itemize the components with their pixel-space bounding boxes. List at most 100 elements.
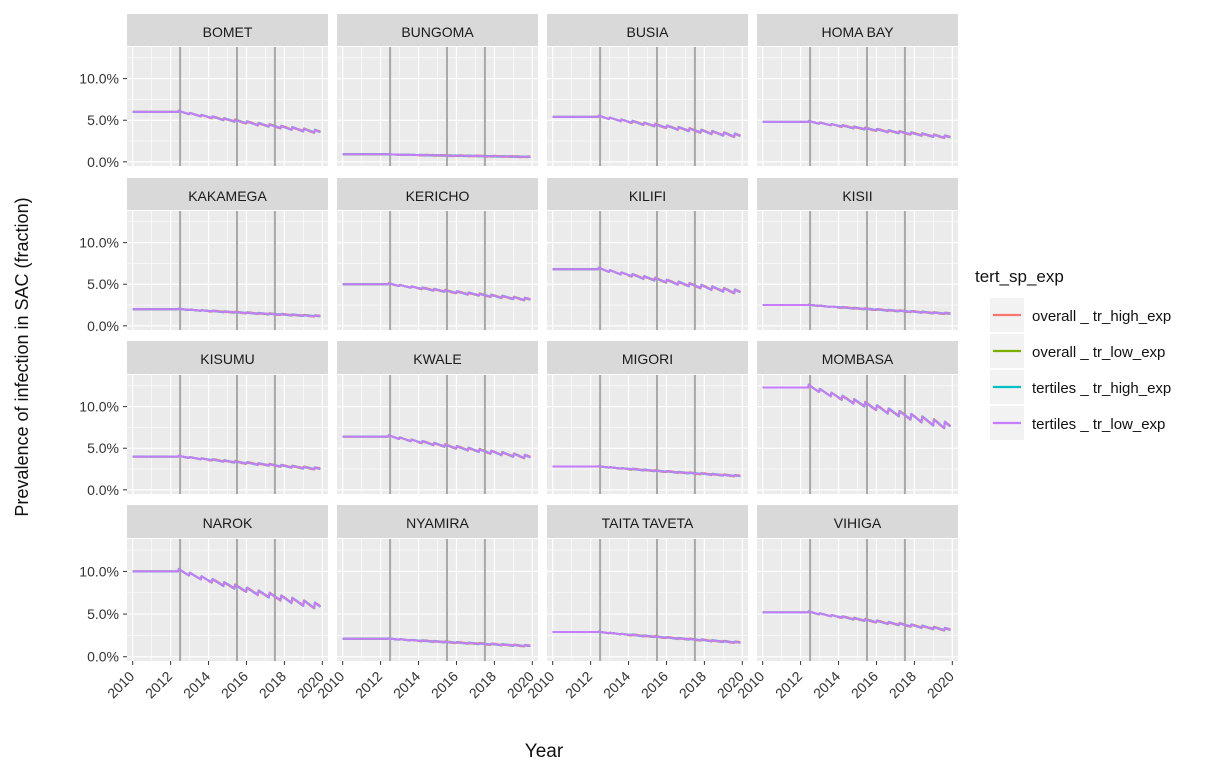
x-tick-label: 2012: [772, 668, 805, 701]
series-line-tertiles-tr-low-exp: [552, 114, 741, 138]
panel-busia: BUSIA: [547, 14, 748, 166]
x-tick-label: 2016: [428, 668, 461, 701]
x-tick-label: 2020: [924, 668, 957, 701]
y-tick-label: 0.0%: [87, 482, 119, 498]
panels: BOMET 0.0% 5.0% 10.0% BUNGOMA BUSIA HOMA BAY KA…: [79, 14, 958, 701]
legend-title: tert_sp_exp: [975, 267, 1064, 286]
legend-label: tertiles _ tr_low_exp: [1032, 416, 1165, 433]
series-line-tertiles-tr-low-exp: [762, 303, 951, 315]
panel-bomet: BOMET 0.0% 5.0% 10.0%: [79, 14, 328, 170]
series-line-tertiles-tr-low-exp: [342, 637, 531, 648]
panel-title: KAKAMEGA: [188, 188, 267, 204]
x-tick-label: 2010: [104, 668, 137, 701]
x-tick-label: 2018: [676, 668, 709, 701]
y-tick-label: 0.0%: [87, 154, 119, 170]
series-line-tertiles-tr-low-exp: [342, 282, 531, 302]
panel-kilifi: KILIFI: [547, 178, 748, 330]
y-tick-label: 0.0%: [87, 318, 119, 334]
y-tick-label: 5.0%: [87, 276, 119, 292]
panel-strip: [337, 341, 538, 374]
series-line-tertiles-tr-low-exp: [762, 610, 951, 632]
y-tick-label: 10.0%: [79, 563, 119, 579]
legend-label: overall _ tr_high_exp: [1032, 308, 1171, 325]
panel-title: MIGORI: [622, 351, 673, 367]
panel-strip: [547, 341, 748, 374]
panel-title: KISUMU: [200, 351, 254, 367]
series-line-tertiles-tr-low-exp: [762, 119, 951, 139]
panel-strip: [757, 505, 958, 538]
panel-title: MOMBASA: [822, 351, 894, 367]
series-line-tertiles-tr-low-exp: [552, 266, 741, 295]
panel-strip: [757, 14, 958, 46]
y-tick-label: 10.0%: [79, 235, 119, 251]
panel-strip: [127, 505, 328, 538]
panel-strip: [547, 505, 748, 538]
y-tick-label: 10.0%: [79, 399, 119, 415]
legend-item: overall _ tr_low_exp: [990, 334, 1165, 368]
panel-strip: [547, 178, 748, 210]
x-tick-label: 2018: [256, 668, 289, 701]
panel-title: TAITA TAVETA: [602, 515, 694, 531]
series-line-tertiles-tr-low-exp: [552, 630, 741, 644]
panel-strip: [547, 14, 748, 46]
series-line-tertiles-tr-low-exp: [132, 454, 321, 471]
x-tick-label: 2012: [352, 668, 385, 701]
x-tick-label: 2016: [848, 668, 881, 701]
panel-title: NAROK: [203, 515, 253, 531]
series-line-tertiles-tr-low-exp: [342, 434, 531, 459]
panel-strip: [127, 341, 328, 374]
y-tick-label: 5.0%: [87, 112, 119, 128]
panel-strip: [757, 178, 958, 210]
panel-kericho: KERICHO: [337, 178, 538, 330]
legend-item: overall _ tr_high_exp: [990, 298, 1171, 332]
panel-strip: [757, 341, 958, 374]
series-line-tertiles-tr-low-exp: [132, 567, 322, 610]
series-line-tertiles-tr-low-exp: [552, 465, 741, 478]
series-line-tertiles-tr-low-exp: [762, 383, 952, 429]
panel-strip: [337, 14, 538, 46]
y-tick-label: 5.0%: [87, 606, 119, 622]
panel-homa-bay: HOMA BAY: [757, 14, 958, 166]
panel-title: BUNGOMA: [401, 24, 474, 40]
panel-migori: MIGORI: [547, 341, 748, 494]
panel-strip: [337, 178, 538, 210]
panel-kisumu: KISUMU 0.0% 5.0% 10.0%: [79, 341, 328, 498]
panel-title: KISII: [842, 188, 872, 204]
panel-title: KERICHO: [406, 188, 470, 204]
panel-title: VIHIGA: [834, 515, 882, 531]
legend-item: tertiles _ tr_low_exp: [990, 406, 1165, 440]
x-axis-title: Year: [525, 741, 564, 762]
x-tick-label: 2014: [600, 668, 633, 701]
x-tick-label: 2012: [562, 668, 595, 701]
series-line-tertiles-tr-low-exp: [132, 307, 321, 318]
legend-item: tertiles _ tr_high_exp: [990, 370, 1171, 404]
x-tick-label: 2018: [886, 668, 919, 701]
panel-kwale: KWALE: [337, 341, 538, 494]
panel-strip: [127, 14, 328, 46]
panel-strip: [337, 505, 538, 538]
panel-kisii: KISII: [757, 178, 958, 330]
legend-label: tertiles _ tr_high_exp: [1032, 380, 1171, 397]
panel-mombasa: MOMBASA: [757, 341, 958, 494]
panel-kakamega: KAKAMEGA 0.0% 5.0% 10.0%: [79, 178, 328, 334]
panel-title: KWALE: [413, 351, 462, 367]
y-axis-title: Prevalence of infection in SAC (fraction…: [12, 197, 32, 516]
legend-label: overall _ tr_low_exp: [1032, 344, 1165, 361]
x-tick-label: 2018: [466, 668, 499, 701]
legend: tert_sp_exp overall _ tr_high_expoverall…: [975, 267, 1171, 440]
panel-title: BUSIA: [626, 24, 669, 40]
x-tick-label: 2012: [142, 668, 175, 701]
y-tick-label: 0.0%: [87, 649, 119, 665]
panel-bungoma: BUNGOMA: [337, 14, 538, 166]
x-tick-label: 2014: [810, 668, 843, 701]
y-tick-label: 5.0%: [87, 440, 119, 456]
panel-title: KILIFI: [629, 188, 666, 204]
series-line-tertiles-tr-low-exp: [342, 153, 531, 158]
